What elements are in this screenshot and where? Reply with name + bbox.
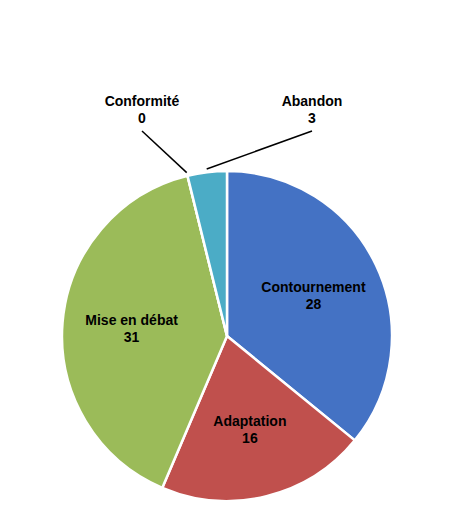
data-label: 16: [242, 430, 258, 446]
data-label: 28: [306, 296, 322, 312]
slice-label: Abandon: [282, 93, 343, 109]
data-label: 3: [308, 110, 316, 126]
slice-label: Conformité: [105, 93, 180, 109]
data-label: 31: [124, 329, 140, 345]
data-label: 0: [138, 110, 146, 126]
chart: Contournement28 Adaptation16 Mise en débat…: [0, 0, 454, 519]
pie-slice: [188, 171, 227, 336]
slice-label: Adaptation: [213, 413, 286, 429]
leader-line: [142, 131, 187, 173]
leader-line: [207, 131, 312, 169]
slice-label: Contournement: [261, 279, 366, 295]
slices: [62, 171, 392, 501]
labels: Contournement28 Adaptation16 Mise en débat…: [85, 93, 366, 446]
slice-label: Mise en débat: [85, 312, 178, 328]
